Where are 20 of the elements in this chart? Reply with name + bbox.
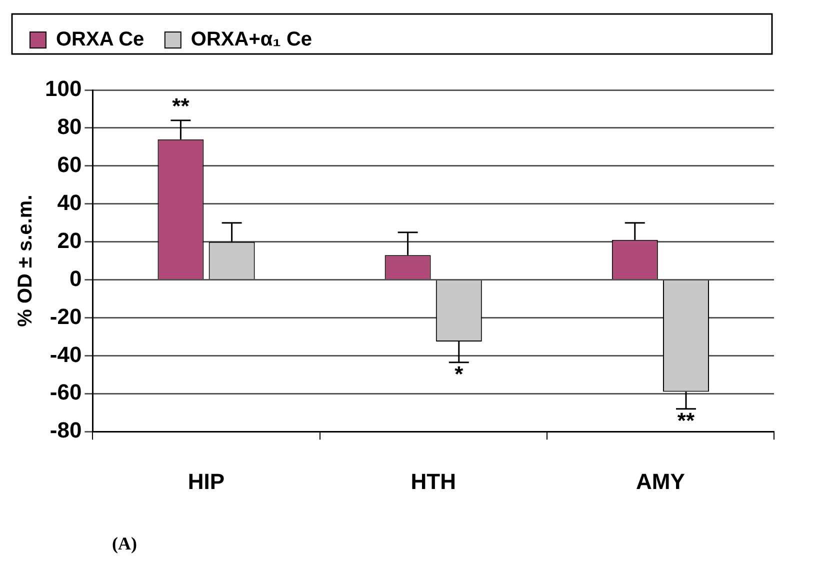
x-tick-label: HIP (188, 468, 225, 494)
x-tick-label: HTH (410, 468, 456, 494)
y-tick-label: 20 (57, 228, 82, 253)
y-axis-title: % OD ± s.e.m. (14, 194, 37, 327)
y-tick-label: 0 (69, 266, 82, 291)
y-tick-label: -40 (50, 342, 82, 367)
legend-label: ORXA Ce (56, 28, 144, 51)
y-tick-label: 40 (57, 190, 82, 215)
y-tick-label: 80 (57, 114, 82, 140)
y-tick-label: 60 (57, 152, 82, 177)
annotation: * (454, 361, 464, 386)
y-tick-label: -60 (50, 380, 82, 405)
y-tick-label: 100 (44, 76, 82, 102)
y-tick-label: -20 (50, 304, 82, 329)
x-tick-label: AMY (636, 468, 686, 494)
legend-label: ORXA+α₁ Ce (190, 28, 312, 51)
annotation: ** (677, 408, 695, 433)
text: (A) (112, 534, 137, 554)
annotation: ** (172, 93, 190, 118)
y-tick-label: -80 (50, 418, 82, 443)
